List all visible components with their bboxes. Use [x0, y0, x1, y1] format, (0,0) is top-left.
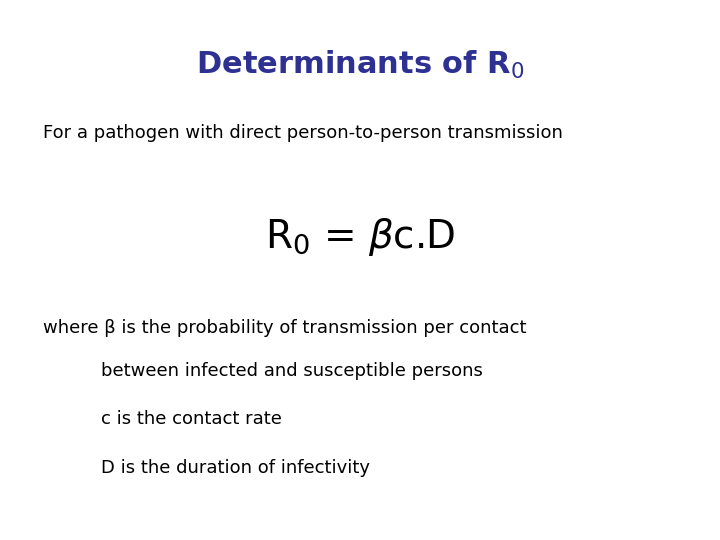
Text: D is the duration of infectivity: D is the duration of infectivity — [101, 459, 370, 477]
Text: between infected and susceptible persons: between infected and susceptible persons — [101, 362, 482, 380]
Text: R$_0$ = $\beta$c.D: R$_0$ = $\beta$c.D — [265, 216, 455, 258]
Text: where β is the probability of transmission per contact: where β is the probability of transmissi… — [43, 319, 527, 336]
Text: For a pathogen with direct person-to-person transmission: For a pathogen with direct person-to-per… — [43, 124, 563, 142]
Text: Determinants of R$_0$: Determinants of R$_0$ — [196, 49, 524, 80]
Text: c is the contact rate: c is the contact rate — [101, 410, 282, 428]
